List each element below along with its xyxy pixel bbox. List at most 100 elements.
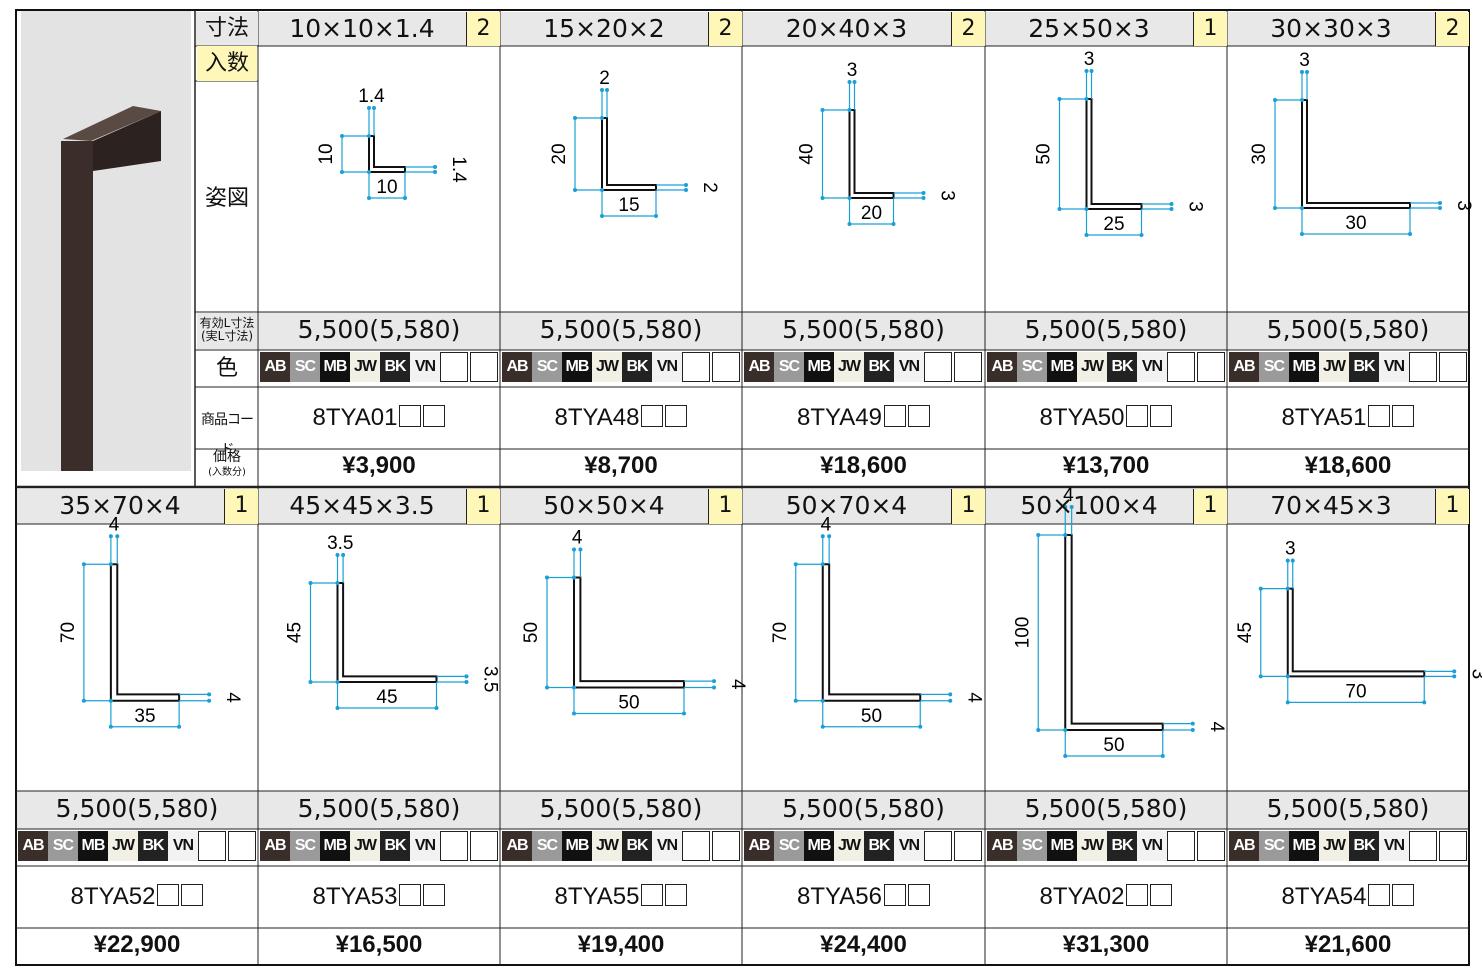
thickness-top-label: 3.5 (327, 533, 353, 554)
color-swatch-sc: SC (532, 352, 562, 382)
size-value: 30×30×3 (1270, 14, 1392, 43)
color-swatch-mb: MB (1289, 831, 1319, 861)
color-swatch-bk: BK (380, 831, 410, 861)
code-suffix-box (1368, 884, 1391, 906)
effective-length: 5,500(5,580) (297, 794, 461, 823)
color-swatch-blank (1439, 831, 1467, 861)
effective-length: 5,500(5,580) (539, 794, 703, 823)
color-swatch-jw: JW (834, 352, 864, 382)
price-value: ¥31,300 (1062, 931, 1150, 958)
quantity-badge: 1 (1435, 489, 1469, 524)
quantity-badge: 1 (466, 489, 500, 524)
color-swatch-blank (954, 831, 982, 861)
color-swatch-blank (1167, 831, 1195, 861)
thickness-top-label: 3 (1084, 49, 1095, 70)
code-suffix-box (181, 884, 204, 906)
width-dim-label: 15 (618, 195, 639, 216)
width-dim-label: 50 (861, 706, 882, 727)
color-swatch-bk: BK (864, 831, 894, 861)
color-swatch-sc: SC (48, 831, 78, 861)
color-swatch-blank (470, 352, 498, 382)
color-swatch-ab: AB (502, 352, 532, 382)
thickness-top-label: 2 (599, 68, 610, 89)
thickness-top-label: 3 (847, 60, 858, 81)
color-swatch-blank (1409, 352, 1437, 382)
code-label: 商品コード (201, 412, 254, 458)
product-code-text: 8TYA50 (1039, 404, 1125, 431)
price-value: ¥16,500 (335, 931, 423, 958)
code-suffix-box (423, 884, 446, 906)
width-dim-label: 35 (134, 706, 155, 727)
height-dim-label: 30 (1249, 143, 1270, 164)
height-dim-label: 100 (1012, 617, 1033, 649)
profile-drawing: 45 70 3 3 (1235, 539, 1482, 705)
angle-profile-shape (573, 576, 685, 689)
color-swatch-sc: SC (290, 831, 320, 861)
thickness-top-label: 4 (821, 514, 832, 535)
color-swatch-sc: SC (774, 352, 804, 382)
color-swatch-vn: VN (1379, 831, 1409, 861)
color-swatch-vn: VN (652, 352, 682, 382)
color-swatch-blank (954, 352, 982, 382)
angle-profile-shape (109, 563, 181, 702)
product-code: 8TYA53 (258, 883, 500, 913)
color-swatch-vn: VN (894, 352, 924, 382)
color-swatch-blank (1167, 352, 1195, 382)
color-swatch-mb: MB (320, 352, 350, 382)
product-code-text: 8TYA49 (797, 404, 882, 431)
code-suffix-box (883, 884, 906, 906)
drawing-label: 姿図 (204, 186, 249, 211)
price-value: ¥18,600 (820, 452, 907, 479)
color-swatch-bk: BK (622, 352, 652, 382)
width-dim-label: 50 (1103, 735, 1124, 756)
profile-drawing: 100 50 4 4 (1012, 485, 1227, 758)
effective-length: 5,500(5,580) (1266, 315, 1430, 344)
color-swatch-ab: AB (744, 352, 774, 382)
code-suffix-box (641, 884, 664, 906)
color-swatch-bk: BK (1349, 831, 1379, 861)
code-suffix-box (399, 405, 422, 427)
quantity-badge: 1 (951, 489, 985, 524)
color-swatch-mb: MB (320, 831, 350, 861)
quantity-badge: 2 (951, 12, 985, 46)
height-dim-label: 40 (797, 143, 818, 164)
thickness-right-label: 4 (222, 692, 243, 703)
color-swatch-ab: AB (1229, 831, 1259, 861)
size-value: 45×45×3.5 (289, 491, 435, 520)
color-swatch-blank (440, 831, 468, 861)
product-code-text: 8TYA56 (797, 883, 882, 910)
color-swatch-blank (1197, 352, 1225, 382)
color-swatch-sc: SC (1017, 831, 1047, 861)
color-swatch-ab: AB (987, 831, 1017, 861)
color-swatch-jw: JW (350, 831, 380, 861)
code-suffix-box (1150, 405, 1173, 427)
color-swatch-blank (1409, 831, 1437, 861)
product-code: 8TYA56 (742, 883, 985, 913)
angle-profile-image (21, 11, 191, 471)
angle-profile-shape (821, 563, 922, 702)
color-swatch-vn: VN (410, 352, 440, 382)
quantity-badge: 2 (1435, 12, 1469, 46)
size-value: 70×45×3 (1270, 491, 1392, 520)
product-code-text: 8TYA02 (1039, 883, 1125, 910)
color-swatch-mb: MB (804, 831, 834, 861)
color-swatch-ab: AB (18, 831, 48, 861)
thickness-top-label: 4 (572, 528, 583, 549)
code-suffix-box (157, 884, 180, 906)
thickness-right-label: 1.4 (448, 156, 469, 183)
product-code: 8TYA01 (258, 404, 500, 434)
effective-length: 5,500(5,580) (1024, 794, 1188, 823)
color-swatch-row: AB SC MB JW BK VN (742, 829, 985, 866)
color-swatch-jw: JW (1077, 352, 1107, 382)
price-value: ¥3,900 (342, 452, 416, 479)
color-swatch-sc: SC (532, 831, 562, 861)
height-dim-label: 70 (58, 622, 79, 643)
color-swatch-vn: VN (1137, 831, 1167, 861)
product-code-text: 8TYA52 (70, 883, 156, 910)
color-swatch-blank (682, 831, 710, 861)
color-swatch-ab: AB (1229, 352, 1259, 382)
code-suffix-box (883, 405, 906, 427)
size-value: 50×100×4 (1020, 491, 1158, 520)
